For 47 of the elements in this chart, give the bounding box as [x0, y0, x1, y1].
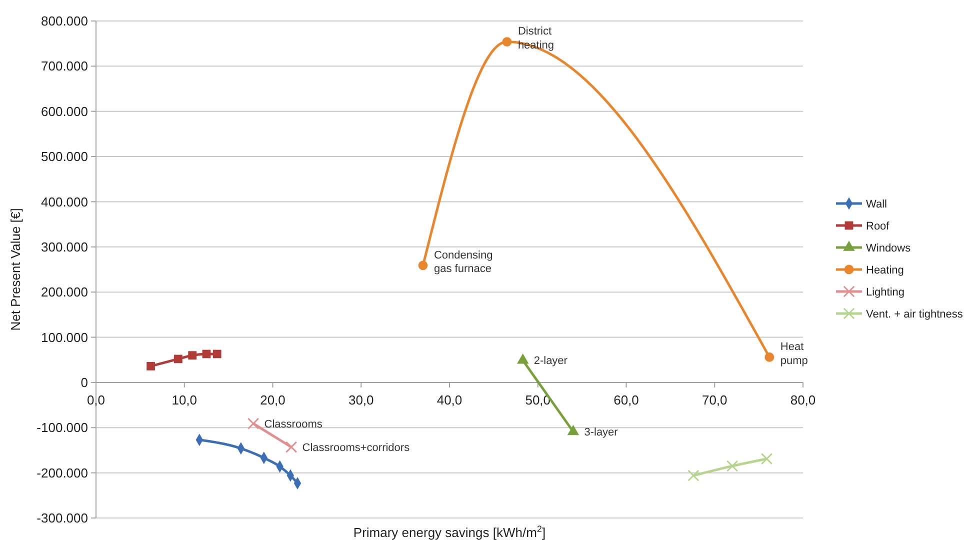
point	[726, 460, 738, 472]
point	[502, 37, 512, 46]
y-tick-label: 800.000	[41, 14, 88, 29]
y-tick-label: 300.000	[41, 239, 88, 254]
annotation: Classrooms	[264, 418, 323, 430]
legend-label: Wall	[866, 198, 887, 210]
point	[760, 452, 773, 465]
x-tick-label: 20,0	[260, 392, 286, 408]
x-tick-label: 60,0	[614, 392, 639, 408]
point	[188, 351, 197, 360]
y-tick-label: 700.000	[41, 58, 88, 74]
annotation: Classrooms+corridors	[302, 442, 410, 454]
x-tick-label: 10,0	[172, 392, 198, 408]
point	[174, 354, 182, 364]
y-tick-label: -300.000	[36, 510, 88, 526]
legend-label: Windows	[866, 242, 912, 254]
x-tick-label: 40,0	[436, 392, 462, 408]
legend-label: Heating	[866, 264, 904, 276]
annotation: 2-layer	[534, 355, 568, 368]
point	[764, 352, 774, 362]
legend-label: Roof	[866, 220, 890, 232]
point	[247, 418, 260, 430]
x-tick-label: 70,0	[702, 392, 728, 408]
point	[146, 362, 155, 370]
annotation: Condensing gas furnace	[434, 249, 493, 276]
legend-label: Vent. + air tightness	[866, 308, 964, 320]
legend-label: Lighting	[866, 286, 905, 298]
x-tick-label: 80,0	[790, 392, 816, 408]
annotation: Heat pump	[780, 341, 808, 367]
y-tick-label: -100.000	[36, 420, 88, 436]
y-tick-label: 500.000	[41, 149, 88, 164]
y-tick-label: 100.000	[41, 330, 88, 345]
y-tick-label: 0	[80, 375, 88, 390]
x-tick-label: 0,0	[86, 392, 106, 408]
point	[202, 350, 211, 358]
point	[418, 260, 428, 270]
y-tick-label: 400.000	[41, 194, 88, 210]
point	[212, 350, 222, 358]
point	[688, 470, 700, 482]
x-axis-title: Primary energy savings [kWh/m$^{2}$]	[353, 524, 546, 540]
annotation: 3-layer	[584, 426, 618, 439]
y-tick-label: 600.000	[41, 104, 88, 119]
y-tick-label: 200.000	[41, 284, 88, 300]
point	[285, 441, 298, 453]
x-tick-label: 30,0	[348, 392, 374, 408]
y-axis-title: Net Present Value [€]	[8, 208, 23, 331]
y-tick-label: -200.000	[36, 465, 88, 480]
